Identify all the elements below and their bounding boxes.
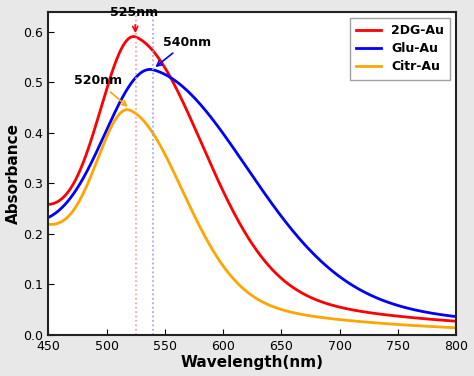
Citr-Au [446,325,451,330]
Glu-Au [454,314,459,319]
2DG-Au [202,149,208,153]
Text: 525nm: 525nm [110,6,159,31]
Glu-Au [92,153,98,158]
2DG-Au [46,202,51,207]
Citr-Au [202,234,208,238]
Glu-Au [147,67,153,72]
Line: Glu-Au: Glu-Au [48,70,456,317]
2DG-Au [220,188,226,192]
Line: 2DG-Au: 2DG-Au [48,36,456,321]
Glu-Au [46,215,51,220]
Legend: 2DG-Au, Glu-Au, Citr-Au: 2DG-Au, Glu-Au, Citr-Au [350,18,450,79]
2DG-Au [454,319,459,323]
2DG-Au [116,52,122,56]
2DG-Au [130,34,136,39]
2DG-Au [446,318,451,323]
Citr-Au [402,323,408,327]
Citr-Au [46,222,51,226]
2DG-Au [92,126,98,131]
Glu-Au [402,305,408,309]
Citr-Au [92,164,98,169]
Y-axis label: Absorbance: Absorbance [6,123,20,224]
2DG-Au [402,315,408,319]
Citr-Au [220,263,226,267]
Text: 540nm: 540nm [157,36,210,66]
Glu-Au [202,108,208,112]
Glu-Au [446,314,451,318]
Glu-Au [220,130,226,135]
Text: 520nm: 520nm [73,74,127,106]
Citr-Au [454,326,459,330]
Citr-Au [116,112,122,117]
Line: Citr-Au: Citr-Au [48,110,456,328]
X-axis label: Wavelength(nm): Wavelength(nm) [181,355,324,370]
Citr-Au [124,108,130,112]
Glu-Au [116,102,122,106]
